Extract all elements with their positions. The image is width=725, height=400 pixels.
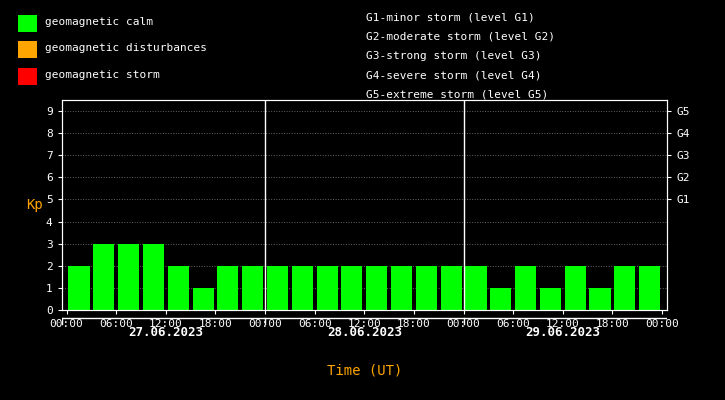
Bar (218, 266, 239, 310)
Text: geomagnetic calm: geomagnetic calm (45, 17, 153, 27)
Bar (490, 288, 511, 310)
Bar (242, 266, 263, 310)
Text: G4-severe storm (level G4): G4-severe storm (level G4) (366, 70, 542, 80)
Bar (366, 266, 387, 310)
Bar (94, 244, 115, 310)
FancyBboxPatch shape (17, 42, 38, 58)
Bar (391, 266, 412, 310)
Bar (441, 266, 462, 310)
Bar (291, 266, 312, 310)
Bar (589, 288, 610, 310)
Text: Time (UT): Time (UT) (327, 363, 402, 377)
Bar (540, 288, 561, 310)
Bar (465, 266, 486, 310)
Bar (167, 266, 188, 310)
Text: 27.06.2023: 27.06.2023 (128, 326, 203, 339)
FancyBboxPatch shape (17, 15, 38, 32)
Text: G3-strong storm (level G3): G3-strong storm (level G3) (366, 51, 542, 61)
Bar (267, 266, 288, 310)
Text: G2-moderate storm (level G2): G2-moderate storm (level G2) (366, 32, 555, 42)
Bar (515, 266, 536, 310)
Bar (68, 266, 89, 310)
Bar (565, 266, 586, 310)
Bar (118, 244, 139, 310)
Text: geomagnetic storm: geomagnetic storm (45, 70, 160, 80)
Bar (639, 266, 660, 310)
FancyBboxPatch shape (17, 68, 38, 84)
Bar (193, 288, 214, 310)
Text: 28.06.2023: 28.06.2023 (327, 326, 402, 339)
Bar (317, 266, 338, 310)
Text: 29.06.2023: 29.06.2023 (526, 326, 600, 339)
Y-axis label: Kp: Kp (26, 198, 43, 212)
Bar (416, 266, 437, 310)
Bar (143, 244, 164, 310)
Text: geomagnetic disturbances: geomagnetic disturbances (45, 44, 207, 54)
Bar (614, 266, 635, 310)
Text: G1-minor storm (level G1): G1-minor storm (level G1) (366, 12, 535, 22)
Text: G5-extreme storm (level G5): G5-extreme storm (level G5) (366, 90, 548, 100)
Bar (341, 266, 362, 310)
